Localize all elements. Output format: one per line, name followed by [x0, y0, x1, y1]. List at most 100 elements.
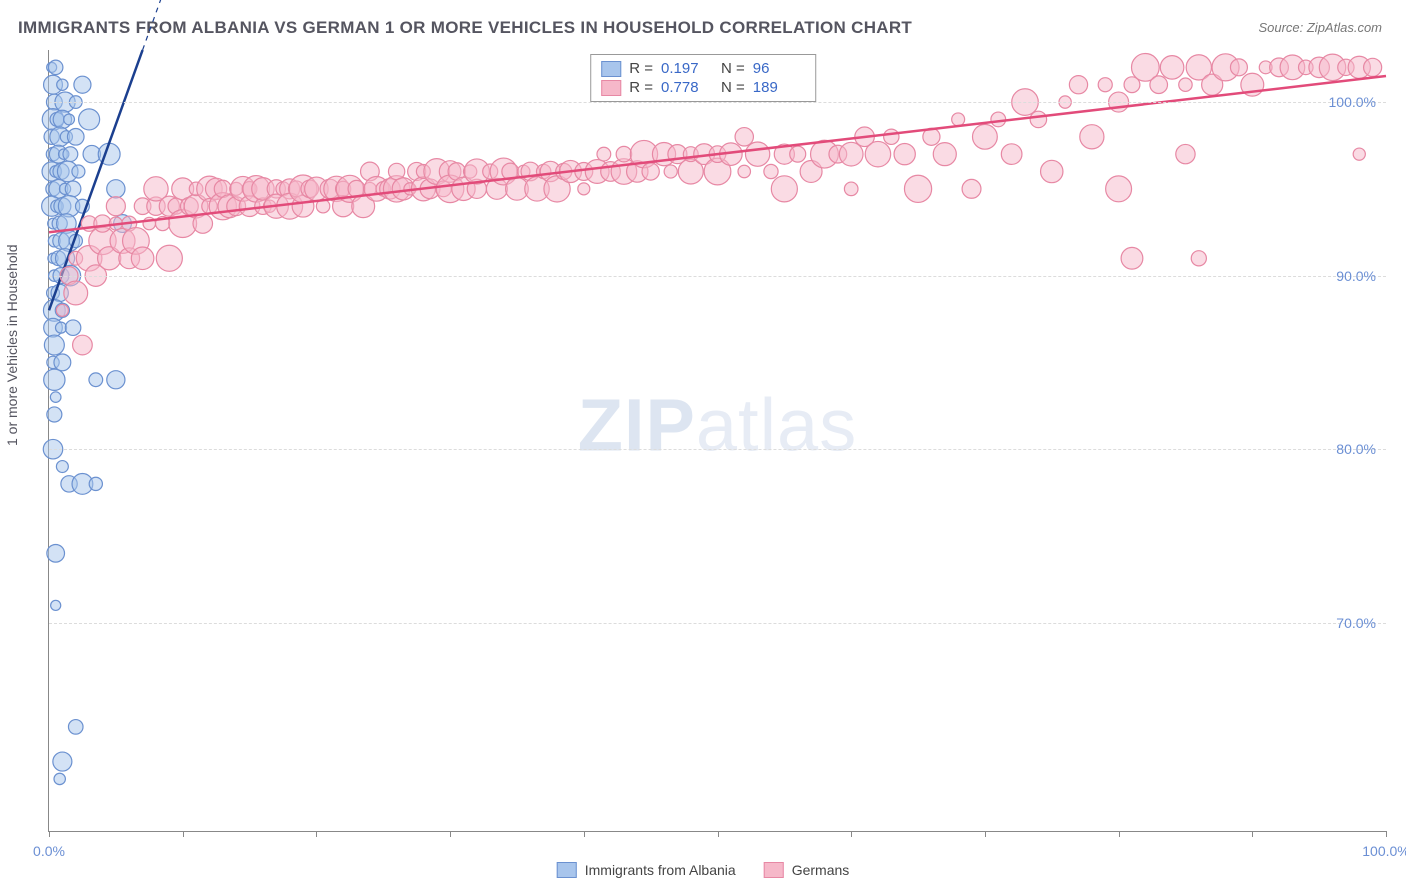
x-tick [1252, 831, 1253, 837]
x-tick [851, 831, 852, 837]
scatter-point [65, 320, 81, 336]
scatter-point [50, 392, 61, 403]
x-tick [1386, 831, 1387, 837]
y-axis-label: 1 or more Vehicles in Household [4, 244, 20, 446]
scatter-point [48, 60, 62, 74]
scatter-point [597, 147, 611, 161]
scatter-point [1121, 247, 1143, 269]
y-tick-label: 70.0% [1336, 615, 1376, 631]
chart-container: IMMIGRANTS FROM ALBANIA VS GERMAN 1 OR M… [0, 0, 1406, 892]
scatter-point [904, 175, 931, 202]
stats-row-germans: R = 0.778 N = 189 [601, 78, 805, 97]
scatter-point [68, 720, 83, 735]
scatter-point [952, 113, 965, 126]
legend-label: Immigrants from Albania [585, 862, 736, 878]
x-tick-label: 0.0% [33, 843, 65, 859]
scatter-point [1176, 144, 1195, 163]
scatter-point [1098, 78, 1112, 92]
scatter-point [1106, 176, 1132, 202]
scatter-point [771, 176, 797, 202]
scatter-point [1030, 111, 1046, 127]
scatter-point [79, 109, 100, 130]
scatter-point [74, 76, 91, 93]
gridline [49, 449, 1386, 450]
n-label: N = [721, 60, 745, 77]
plot-area: ZIPatlas 70.0%80.0%90.0%100.0%0.0%100.0% [48, 50, 1386, 832]
scatter-point [745, 142, 769, 166]
y-tick-label: 90.0% [1336, 268, 1376, 284]
y-tick-label: 80.0% [1336, 441, 1376, 457]
y-tick-label: 100.0% [1329, 94, 1376, 110]
x-tick-label: 100.0% [1362, 843, 1406, 859]
legend-label: Germans [792, 862, 850, 878]
gridline [49, 623, 1386, 624]
x-tick [584, 831, 585, 837]
scatter-point [107, 180, 125, 198]
scatter-point [56, 461, 68, 473]
swatch-germans [601, 80, 621, 96]
swatch-albania [601, 61, 621, 77]
stats-legend: R = 0.197 N = 96 R = 0.778 N = 189 [590, 54, 816, 102]
scatter-point [72, 165, 85, 178]
scatter-point [89, 373, 103, 387]
scatter-point [44, 369, 65, 390]
legend-item-germans: Germans [764, 862, 850, 878]
source-attribution: Source: ZipAtlas.com [1258, 20, 1382, 35]
scatter-point [1230, 59, 1247, 76]
scatter-point [1041, 160, 1063, 182]
scatter-point [44, 335, 64, 355]
stats-row-albania: R = 0.197 N = 96 [601, 59, 805, 78]
scatter-point [47, 544, 65, 562]
scatter-point [57, 79, 68, 90]
scatter-point [1150, 76, 1168, 94]
x-tick [316, 831, 317, 837]
x-tick [183, 831, 184, 837]
scatter-point [865, 141, 890, 166]
scatter-point [1179, 78, 1192, 91]
scatter-point [844, 182, 858, 196]
scatter-point [1080, 125, 1104, 149]
chart-title: IMMIGRANTS FROM ALBANIA VS GERMAN 1 OR M… [18, 18, 912, 38]
legend-item-albania: Immigrants from Albania [557, 862, 736, 878]
scatter-point [1353, 148, 1365, 160]
scatter-point [1191, 251, 1206, 266]
scatter-point [790, 146, 806, 162]
r-value: 0.778 [661, 79, 713, 96]
scatter-point [54, 354, 71, 371]
n-value: 189 [753, 79, 805, 96]
n-label: N = [721, 79, 745, 96]
legend-swatch-germans [764, 862, 784, 878]
x-tick [49, 831, 50, 837]
scatter-point [578, 183, 590, 195]
x-tick [1119, 831, 1120, 837]
scatter-point [131, 247, 154, 270]
scatter-point [47, 407, 62, 422]
scatter-point [664, 165, 677, 178]
scatter-point [156, 245, 182, 271]
scatter-point [73, 335, 93, 355]
scatter-point [67, 128, 84, 145]
scatter-point [764, 164, 778, 178]
n-value: 96 [753, 60, 805, 77]
scatter-point [89, 477, 102, 490]
x-tick [718, 831, 719, 837]
scatter-point [193, 214, 213, 234]
x-tick [985, 831, 986, 837]
series-legend: Immigrants from Albania Germans [557, 862, 850, 878]
scatter-point [973, 124, 998, 149]
legend-swatch-albania [557, 862, 577, 878]
gridline [49, 276, 1386, 277]
scatter-point [94, 215, 111, 232]
scatter-point [962, 179, 981, 198]
r-value: 0.197 [661, 60, 713, 77]
gridline [49, 102, 1386, 103]
scatter-point [63, 147, 78, 162]
scatter-point [1001, 144, 1022, 165]
scatter-svg [49, 50, 1386, 831]
scatter-point [642, 163, 659, 180]
scatter-point [616, 146, 632, 162]
r-label: R = [629, 79, 653, 96]
scatter-point [738, 165, 750, 177]
scatter-point [991, 112, 1006, 127]
scatter-point [1069, 76, 1087, 94]
